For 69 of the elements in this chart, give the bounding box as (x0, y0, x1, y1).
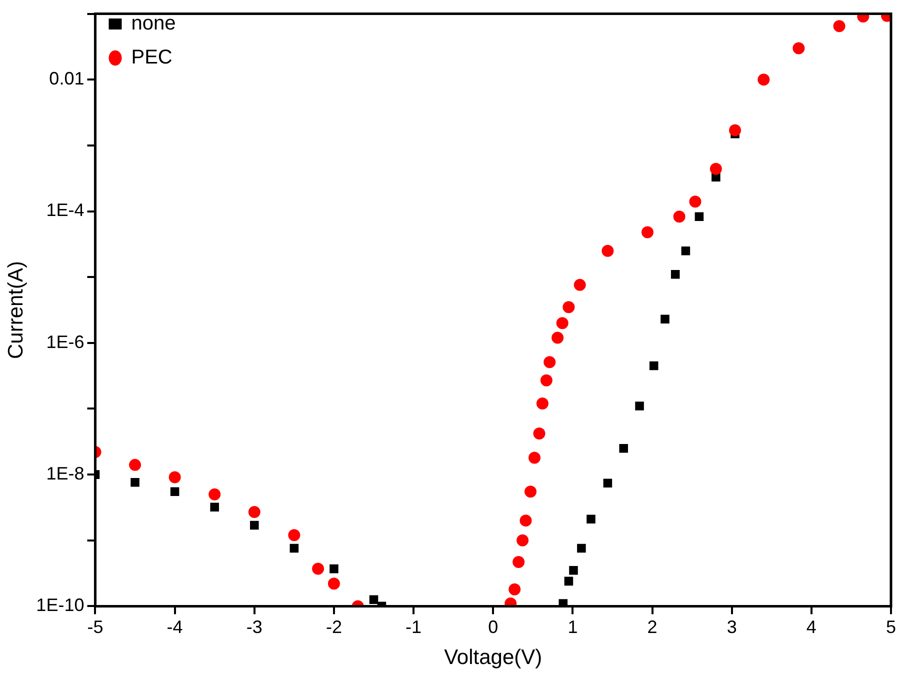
x-tick-label: -3 (246, 616, 262, 637)
x-tick-label: -1 (406, 616, 422, 637)
point (660, 314, 670, 324)
point (288, 529, 300, 542)
point (328, 578, 340, 590)
point (129, 458, 142, 471)
x-tick-label: -2 (326, 616, 342, 637)
point (170, 487, 180, 496)
point (681, 246, 690, 256)
x-tick-label: 3 (726, 616, 737, 637)
point (564, 576, 574, 586)
y-tick-label: 1E-6 (46, 332, 84, 352)
x-tick-label: -4 (166, 616, 183, 637)
point (369, 595, 378, 604)
point (544, 356, 556, 368)
point (130, 478, 140, 487)
point (833, 20, 846, 32)
point (649, 361, 658, 370)
point (586, 514, 596, 524)
x-tick-label: 0 (488, 616, 498, 637)
point (694, 212, 704, 221)
point (528, 452, 540, 464)
point (248, 506, 260, 518)
y-tick-label: 1E-10 (36, 595, 84, 616)
legend-label: none (131, 12, 176, 35)
point (210, 502, 219, 512)
point (619, 444, 628, 453)
x-tick-label: 5 (886, 616, 896, 637)
point (562, 301, 575, 314)
y-tick-label: 0.01 (49, 68, 84, 89)
point (250, 520, 259, 530)
point (689, 196, 702, 208)
point (524, 486, 537, 498)
x-tick-label: 1 (568, 616, 578, 637)
point (516, 534, 529, 546)
point (603, 478, 612, 488)
x-tick-label: -5 (87, 616, 104, 637)
y-tick-label: 1E-8 (46, 464, 84, 484)
point (540, 374, 552, 386)
point (536, 398, 548, 410)
x-axis-title: Voltage(V) (444, 646, 542, 670)
point (208, 488, 221, 500)
point (758, 74, 770, 86)
point (312, 562, 324, 575)
point (520, 514, 532, 527)
point (670, 270, 680, 279)
point (710, 162, 722, 175)
point (602, 244, 614, 257)
x-tick-label: 4 (806, 616, 816, 637)
point (552, 332, 564, 344)
point (792, 42, 805, 54)
point (168, 471, 181, 484)
point (673, 210, 686, 223)
point (569, 566, 578, 575)
point (512, 556, 525, 568)
point (635, 402, 644, 410)
y-tick-label: 1E-4 (46, 200, 84, 220)
x-tick-label: 2 (647, 616, 658, 637)
point (533, 428, 546, 440)
y-axis-title: Current(A) (4, 260, 28, 360)
point (577, 544, 586, 553)
point (290, 544, 299, 553)
point (641, 226, 654, 238)
point (574, 278, 586, 291)
point (508, 583, 521, 596)
legend-label: PEC (131, 46, 172, 69)
point (729, 124, 742, 136)
point (330, 564, 338, 574)
point (556, 317, 568, 330)
